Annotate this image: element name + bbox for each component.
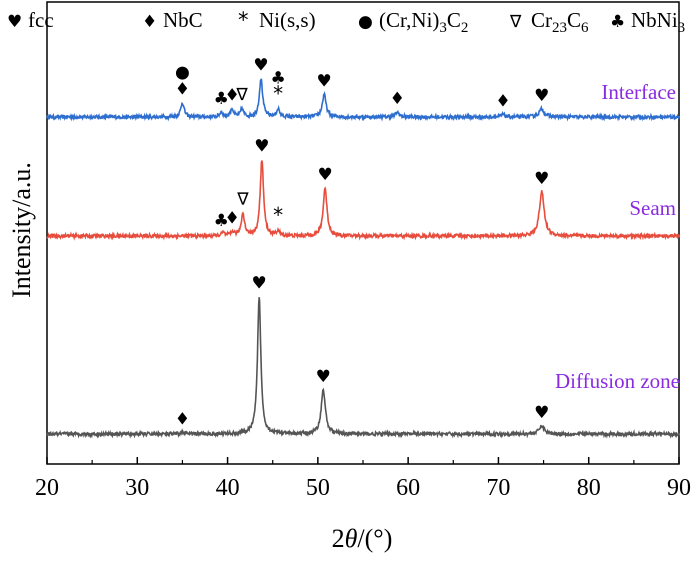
phase-marker: * <box>273 81 283 105</box>
x-tick-label: 50 <box>306 475 330 501</box>
x-axis-title-suffix: /(°) <box>357 524 392 553</box>
phase-marker: ♣ <box>214 89 229 109</box>
marker-layer: ♦●♣♦∇♥*♣ ♥♦ ♦ ♥♣♦∇♥*♥ ♥♦♥♥♥ <box>175 55 550 429</box>
x-axis-title-prefix: 2 <box>332 524 345 553</box>
series-line-0 <box>46 78 680 122</box>
legend-label: Ni(s,s) <box>259 8 316 32</box>
series-layer <box>46 78 680 439</box>
phase-marker: ♥ <box>317 165 332 185</box>
diamond-icon: ♦ <box>142 12 157 32</box>
legend-label: NbC <box>163 8 203 32</box>
series-line-2 <box>46 297 680 439</box>
nabla-icon: ∇ <box>509 12 522 32</box>
phase-marker: ♥ <box>534 403 549 423</box>
circle-icon: ● <box>358 12 373 32</box>
plot-area <box>46 1 680 465</box>
phase-marker: ∇ <box>235 85 248 105</box>
legend-item-asterisk: * Ni(s,s) <box>238 8 316 32</box>
phase-marker: ♣ <box>214 211 229 231</box>
phase-marker: ♥ <box>252 273 267 293</box>
x-tick-label: 60 <box>396 475 420 501</box>
series-label-layer: Interface Seam Diffusion zone <box>555 80 680 393</box>
phase-marker: ● <box>175 63 190 83</box>
legend-item-diamond: ♦ NbC <box>142 8 203 32</box>
legend-item-heart: ♥ fcc <box>7 8 54 32</box>
legend-label: fcc <box>28 8 54 32</box>
x-tick-label: 40 <box>216 475 240 501</box>
legend: ♥ fcc ♦ NbC * Ni(s,s) ● (Cr,Ni)3C2 ∇ Cr23C6 ♣ NbNi3 <box>7 8 685 36</box>
heart-icon: ♥ <box>7 12 22 32</box>
series-label: Seam <box>629 196 676 220</box>
phase-marker: ♥ <box>254 137 269 157</box>
series-label: Interface <box>601 80 676 104</box>
series-line-1 <box>46 160 680 241</box>
club-icon: ♣ <box>610 12 625 32</box>
phase-marker: ♥ <box>316 367 331 387</box>
legend-item-nabla: ∇ Cr23C6 <box>509 8 589 36</box>
phase-marker: ∇ <box>236 190 249 210</box>
y-axis-title: Intensity/a.u. <box>7 162 36 298</box>
phase-marker: ♦ <box>495 92 510 112</box>
x-tick-label: 20 <box>35 475 59 501</box>
x-axis: 20 30 40 50 60 70 80 90 <box>35 457 691 501</box>
x-tick-label: 80 <box>577 475 601 501</box>
legend-item-circle: ● (Cr,Ni)3C2 <box>358 8 468 36</box>
phase-marker: ♦ <box>224 209 239 229</box>
x-axis-title-theta: θ <box>345 524 358 553</box>
phase-marker: ♦ <box>175 80 190 100</box>
legend-label: NbNi3 <box>631 8 685 36</box>
phase-marker: ♦ <box>175 409 190 429</box>
plot-frame <box>46 1 680 465</box>
asterisk-icon: * <box>238 8 249 32</box>
phase-marker: ♣ <box>271 68 286 88</box>
legend-item-club: ♣ NbNi3 <box>610 8 685 36</box>
legend-label: (Cr,Ni)3C2 <box>379 8 468 36</box>
x-axis-title: 2θ/(°) <box>332 524 393 553</box>
phase-marker: ♦ <box>224 85 239 105</box>
x-tick-label: 70 <box>486 475 510 501</box>
phase-marker: ♥ <box>534 169 549 189</box>
legend-label: Cr23C6 <box>531 8 589 36</box>
phase-marker: * <box>273 203 283 227</box>
x-tick-label: 90 <box>667 475 691 501</box>
phase-marker: ♥ <box>253 55 268 75</box>
x-tick-label: 30 <box>125 475 149 501</box>
phase-marker: ♦ <box>390 89 405 109</box>
phase-marker: ♥ <box>317 72 332 92</box>
phase-marker: ♥ <box>534 86 549 106</box>
series-label: Diffusion zone <box>555 369 680 393</box>
